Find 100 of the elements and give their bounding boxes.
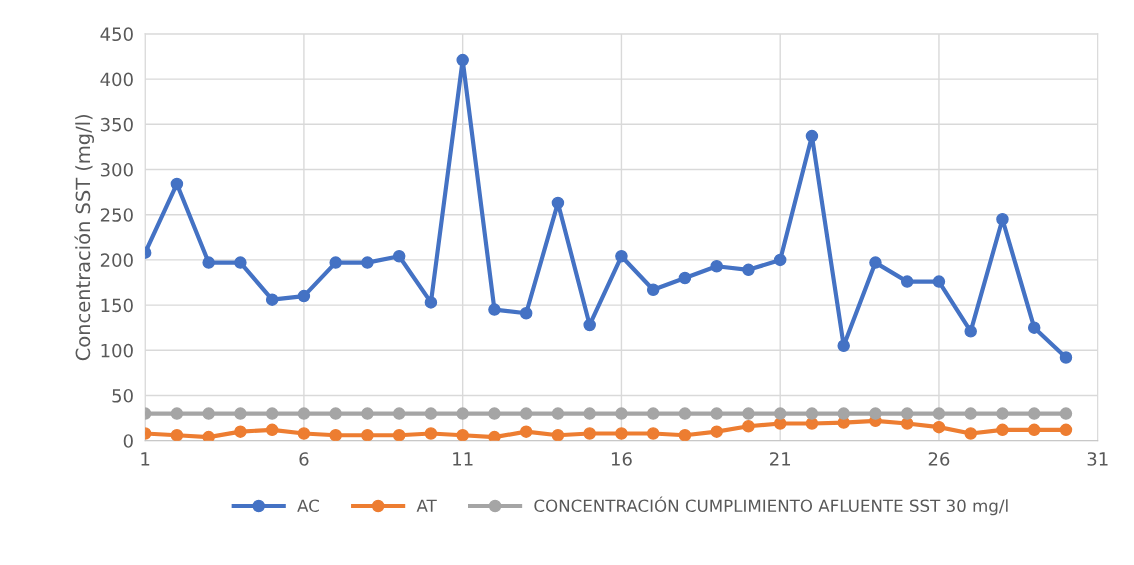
point — [932, 275, 946, 288]
point — [297, 427, 311, 440]
x-tick-label: 31 — [1087, 452, 1108, 466]
point — [773, 417, 787, 430]
point — [329, 256, 342, 269]
y-tick-label: 150 — [101, 298, 133, 313]
point — [710, 425, 723, 438]
point — [583, 427, 596, 440]
point — [615, 407, 628, 420]
point — [519, 306, 533, 320]
y-tick-label: 100 — [101, 343, 133, 358]
point — [392, 429, 406, 441]
point — [1027, 321, 1041, 334]
x-tick-label: 6 — [299, 452, 309, 466]
point — [932, 407, 946, 420]
point — [456, 53, 469, 67]
x-tick-label: 11 — [453, 452, 473, 466]
point — [488, 303, 501, 316]
x-tick-label: 26 — [928, 452, 950, 466]
point — [996, 423, 1009, 437]
point — [773, 407, 787, 420]
point — [361, 429, 374, 441]
point — [1027, 407, 1041, 420]
point — [837, 339, 850, 353]
point — [519, 425, 533, 438]
point — [551, 196, 565, 210]
point — [742, 263, 755, 277]
point — [1059, 407, 1073, 420]
point — [297, 407, 311, 420]
point — [456, 429, 469, 441]
point — [265, 293, 279, 306]
point — [361, 256, 374, 269]
point — [742, 419, 755, 433]
point — [424, 296, 438, 309]
point — [583, 407, 596, 420]
point — [710, 407, 723, 420]
point — [932, 420, 946, 434]
point — [1059, 351, 1073, 364]
y-tick-label: 50 — [112, 388, 133, 403]
point — [678, 407, 692, 420]
point — [234, 256, 247, 269]
point — [234, 407, 247, 420]
point — [329, 429, 342, 441]
x-tick-label: 21 — [770, 452, 791, 466]
point — [583, 318, 596, 332]
x-tick-label: 1 — [141, 452, 150, 466]
point — [1059, 423, 1073, 437]
point — [170, 407, 184, 420]
y-tick-label: 300 — [100, 162, 133, 177]
point — [646, 283, 660, 296]
point — [615, 427, 628, 440]
point — [805, 407, 819, 420]
point — [170, 429, 184, 441]
point — [837, 407, 850, 420]
point — [1027, 423, 1041, 437]
point — [551, 407, 565, 420]
y-tick-label: 250 — [100, 208, 133, 222]
point — [678, 429, 692, 441]
y-tick-label: 400 — [100, 72, 133, 87]
point — [773, 253, 787, 267]
y-axis-title: Concentración SST (mg/l) — [74, 114, 95, 361]
point — [424, 427, 438, 440]
y-tick-label: 350 — [100, 117, 133, 132]
point — [488, 430, 501, 441]
point — [234, 425, 247, 438]
point — [996, 212, 1009, 226]
point — [424, 407, 438, 420]
point — [392, 250, 406, 263]
legend-label: CONCENTRACIÓN CUMPLIMIENTO AFLUENTE SST 30 mg/l — [534, 496, 1008, 516]
legend-label: AT — [416, 499, 437, 512]
point — [678, 271, 692, 285]
point — [900, 275, 914, 288]
point — [265, 423, 279, 437]
point — [361, 407, 374, 420]
y-tick-label: 0 — [123, 434, 133, 448]
point — [392, 407, 406, 420]
point — [900, 417, 914, 430]
point — [202, 430, 215, 441]
point — [488, 407, 501, 420]
point — [964, 427, 977, 440]
point — [742, 407, 755, 420]
point — [964, 407, 977, 420]
y-tick-label: 200 — [100, 253, 133, 268]
point — [202, 256, 215, 269]
point — [265, 407, 279, 420]
point — [202, 407, 215, 420]
point — [869, 407, 882, 420]
x-tick-label: 16 — [611, 452, 632, 466]
point — [646, 407, 660, 420]
point — [551, 429, 565, 441]
point — [996, 407, 1009, 420]
point — [900, 407, 914, 420]
point — [170, 177, 184, 191]
point — [964, 325, 977, 338]
legend-label: AC — [297, 499, 319, 513]
point — [710, 259, 723, 273]
point — [805, 129, 819, 143]
point — [329, 407, 342, 420]
point — [297, 289, 311, 303]
point — [519, 407, 533, 420]
